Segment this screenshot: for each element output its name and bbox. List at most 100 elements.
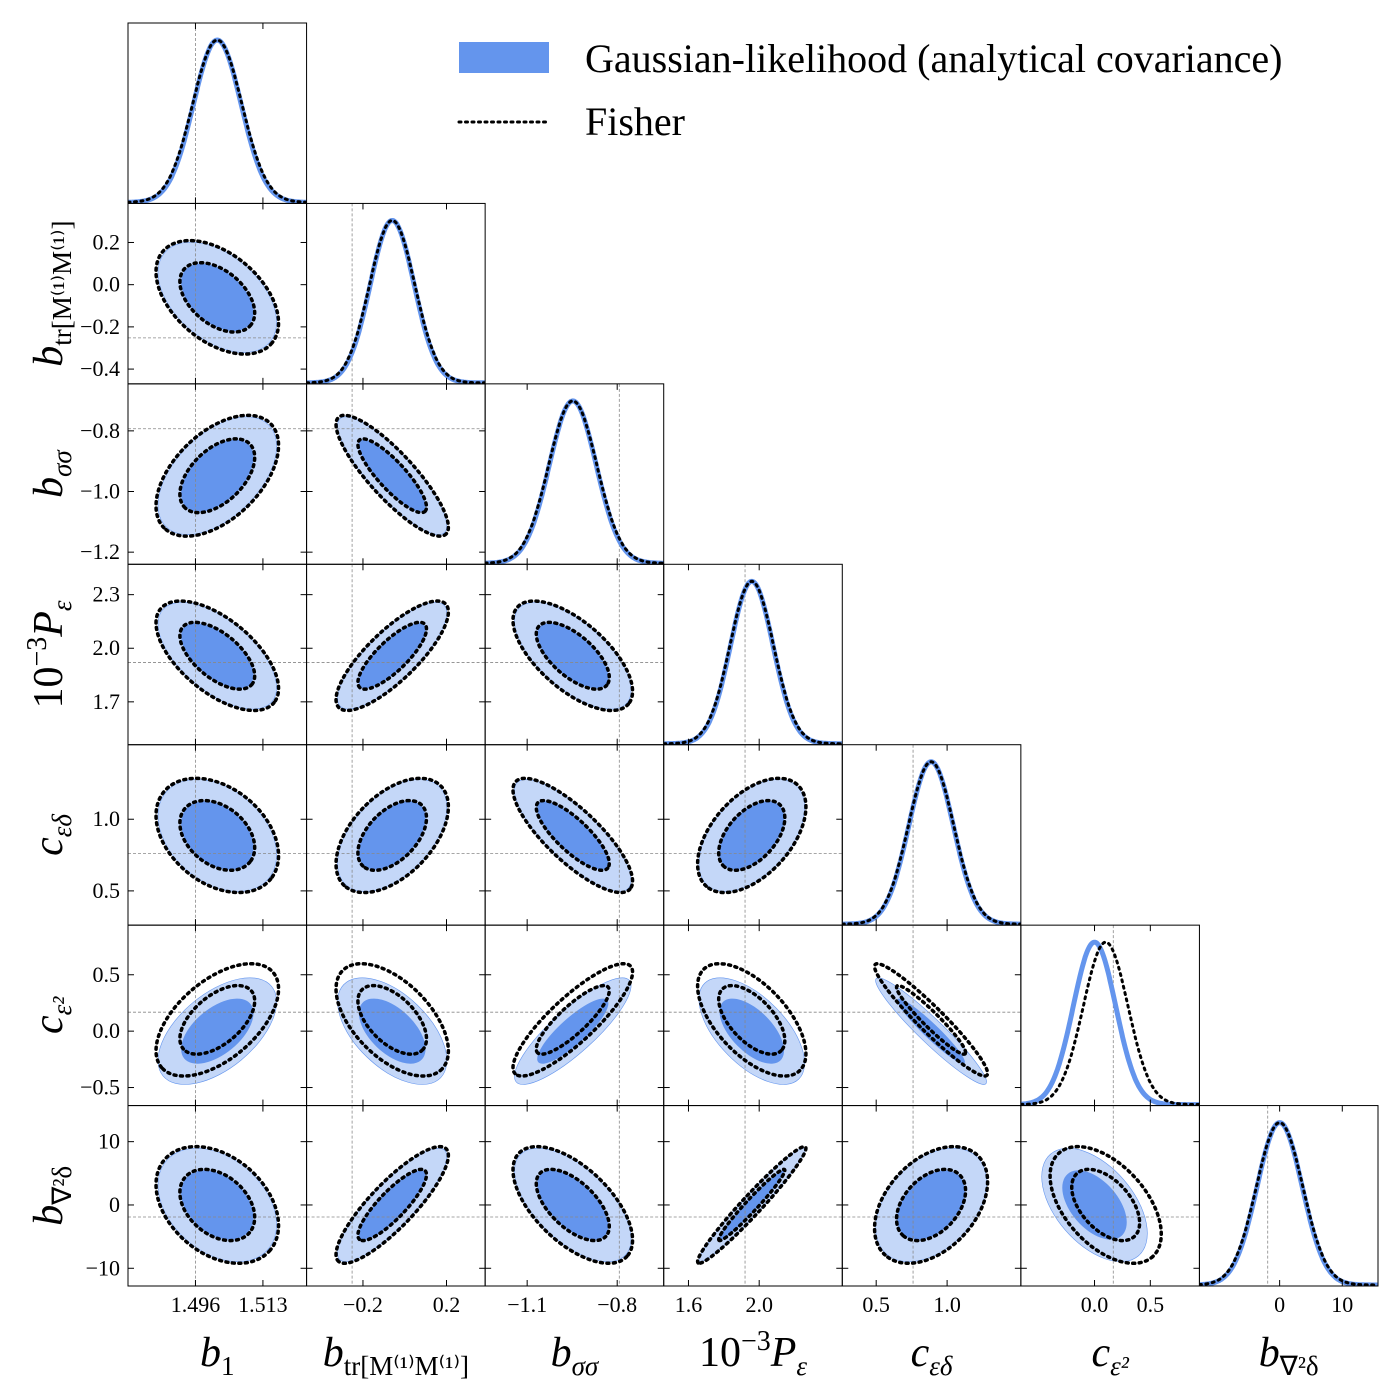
axis-label: btr[M⁽¹⁾M⁽¹⁾] <box>323 1330 469 1381</box>
panel <box>306 744 486 926</box>
y-tick-label: 2.0 <box>93 635 121 660</box>
panel-frame <box>484 383 665 565</box>
label-part: c <box>1091 1330 1110 1376</box>
panel <box>485 744 664 926</box>
contour <box>537 1170 609 1240</box>
x-tick-label: −0.2 <box>343 1292 383 1317</box>
contour <box>511 961 635 1078</box>
contour <box>511 599 635 713</box>
x-tick-label: −0.8 <box>597 1292 637 1317</box>
panel <box>842 1105 1021 1286</box>
axis-label: cεδ <box>26 814 77 856</box>
label-part: 10 <box>699 1330 741 1376</box>
contour <box>178 1167 257 1243</box>
label-part: εδ <box>929 1351 953 1381</box>
panel <box>842 744 1021 926</box>
x-tick-label: −1.1 <box>507 1292 547 1317</box>
y-tick-label: −0.8 <box>80 418 120 443</box>
contour <box>719 1170 785 1240</box>
fisher-curve <box>128 38 307 204</box>
contour <box>695 1144 808 1266</box>
y-tick-label: 0.0 <box>93 1018 121 1043</box>
panel <box>128 1105 307 1286</box>
contour <box>872 961 990 1078</box>
contour <box>356 1167 429 1243</box>
contour <box>154 238 281 356</box>
contour <box>894 1167 968 1243</box>
panel <box>128 23 307 204</box>
label-part: −3 <box>22 637 53 667</box>
panel-frame <box>1198 1105 1379 1287</box>
label-part: σσ <box>572 1351 600 1381</box>
label-part: c <box>26 1015 72 1034</box>
axis-label: cεδ <box>911 1330 953 1381</box>
contour <box>334 413 451 538</box>
label-part: b <box>200 1330 221 1376</box>
fisher-curve <box>663 579 843 745</box>
y-tick-label: 0.5 <box>93 878 121 903</box>
fisher-curve <box>842 760 1021 926</box>
contour <box>334 776 451 895</box>
y-tick-label: −10 <box>86 1255 120 1280</box>
contour <box>358 998 426 1064</box>
panel <box>306 383 486 565</box>
posterior-curve <box>128 37 307 204</box>
axis-label: cε² <box>1091 1330 1129 1381</box>
label-part: ε <box>796 1351 807 1381</box>
fisher-curve <box>306 218 486 384</box>
axis-label: 10−3Pε <box>22 600 77 708</box>
panel <box>485 383 664 565</box>
legend-label: Gaussian-likelihood (analytical covarian… <box>585 36 1282 81</box>
contour <box>872 1144 990 1266</box>
fisher-curve <box>1199 1121 1379 1286</box>
contour <box>537 623 609 689</box>
contour <box>511 776 635 895</box>
posterior-curve <box>485 398 664 565</box>
contour <box>356 798 429 873</box>
x-tick-label: 0 <box>1274 1292 1285 1317</box>
panel <box>485 1105 664 1286</box>
x-tick-label: 0.0 <box>1081 1292 1109 1317</box>
panel <box>842 925 1021 1106</box>
panel-frame <box>841 744 1022 926</box>
posterior-curve <box>842 759 1021 926</box>
label-part: tr[M⁽¹⁾M⁽¹⁾] <box>344 1351 469 1381</box>
label-part: b <box>1259 1330 1280 1376</box>
contour <box>358 801 426 870</box>
panel <box>663 744 843 926</box>
contour <box>534 983 612 1056</box>
panel <box>128 203 307 384</box>
contour <box>358 1170 426 1240</box>
panel <box>128 383 307 565</box>
label-part: −3 <box>741 1326 771 1357</box>
posterior-curve <box>663 578 843 745</box>
y-tick-label: −1.2 <box>80 539 120 564</box>
legend-label: Fisher <box>585 99 685 144</box>
label-part: 1 <box>221 1351 235 1381</box>
x-tick-label: 0.2 <box>433 1292 461 1317</box>
contour <box>154 1144 281 1266</box>
y-tick-label: 0.0 <box>93 272 121 297</box>
contour <box>154 776 281 895</box>
y-tick-label: −0.2 <box>80 314 120 339</box>
panel <box>306 564 486 745</box>
axis-label: b∇²δ <box>26 1166 77 1226</box>
y-tick-label: 2.3 <box>93 582 121 607</box>
panel <box>1020 1105 1200 1286</box>
label-part: b <box>26 477 72 498</box>
y-tick-label: 1.7 <box>93 689 121 714</box>
y-tick-label: −0.5 <box>80 1075 120 1100</box>
y-tick-label: 0 <box>109 1192 120 1217</box>
label-part: σσ <box>47 449 77 477</box>
posterior-curve <box>306 217 486 384</box>
x-tick-label: 0.5 <box>862 1292 890 1317</box>
label-part: c <box>911 1330 930 1376</box>
x-tick-label: 1.6 <box>675 1292 703 1317</box>
axis-label: btr[M⁽¹⁾M⁽¹⁾] <box>26 221 77 367</box>
contour <box>178 983 257 1056</box>
panel <box>1020 925 1200 1106</box>
panel <box>663 564 843 745</box>
panel-frame <box>306 202 486 385</box>
panel <box>128 744 307 926</box>
label-part: ∇²δ <box>47 1166 77 1206</box>
